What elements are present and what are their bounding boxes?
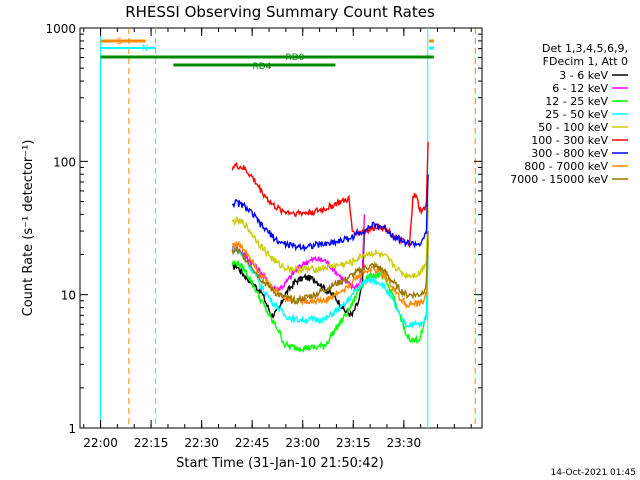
y-tick-label-3: 1000 xyxy=(45,22,76,36)
y-tick-label-0: 1 xyxy=(68,422,76,436)
series-line-6 xyxy=(231,174,429,253)
legend-label-5: 100 - 300 keV xyxy=(531,134,608,147)
y-tick-label-1: 10 xyxy=(61,289,76,303)
legend-label-8: 7000 - 15000 keV xyxy=(510,173,608,186)
x-tick-label-5: 23:15 xyxy=(336,436,371,450)
flag-label-2: RD0 xyxy=(286,53,305,63)
x-axis-label: Start Time (31-Jan-10 21:50:42) xyxy=(176,456,384,471)
x-tick-label-0: 22:00 xyxy=(83,436,118,450)
legend-label-1: 6 - 12 keV xyxy=(552,82,608,95)
legend-label-4: 50 - 100 keV xyxy=(538,121,608,134)
plot-area: S N RD0 RD4 xyxy=(79,27,483,429)
x-tick-label-6: 23:30 xyxy=(387,436,422,450)
y-tick-label-2: 100 xyxy=(53,155,76,169)
x-tick-label-3: 22:45 xyxy=(235,436,270,450)
x-tick-label-1: 22:15 xyxy=(134,436,169,450)
series-line-3 xyxy=(231,246,429,329)
legend-header-line-2: FDecim 1, Att 0 xyxy=(543,55,628,68)
x-tick-label-2: 22:30 xyxy=(184,436,219,450)
series-line-5 xyxy=(231,141,429,247)
legend-label-0: 3 - 6 keV xyxy=(559,69,608,82)
series-line-7 xyxy=(231,240,429,310)
plot-frame xyxy=(79,27,483,429)
legend-label-6: 300 - 800 keV xyxy=(531,147,608,160)
series-line-2 xyxy=(231,241,429,353)
legend-label-2: 12 - 25 keV xyxy=(545,95,608,108)
flag-label-1: N xyxy=(142,44,149,54)
series-line-4 xyxy=(231,207,429,280)
chart-title: RHESSI Observing Summary Count Rates xyxy=(125,3,435,21)
y-axis-label: Count Rate (s⁻¹ detector⁻¹) xyxy=(21,140,36,317)
x-tick-label-4: 23:00 xyxy=(285,436,320,450)
legend-label-7: 800 - 7000 keV xyxy=(524,160,608,173)
legend-header-line-1: Det 1,3,4,5,6,9, xyxy=(542,42,628,55)
legend-label-3: 25 - 50 keV xyxy=(545,108,608,121)
series-line-8 xyxy=(231,231,429,305)
flag-label-0: S xyxy=(117,37,123,47)
flag-label-3: RD4 xyxy=(253,62,272,72)
series-line-0 xyxy=(231,231,366,320)
legend: Det 1,3,4,5,6,9, FDecim 1, Att 0 3 - 6 k… xyxy=(510,42,628,186)
footer-timestamp: 14-Oct-2021 01:45 xyxy=(551,468,636,478)
